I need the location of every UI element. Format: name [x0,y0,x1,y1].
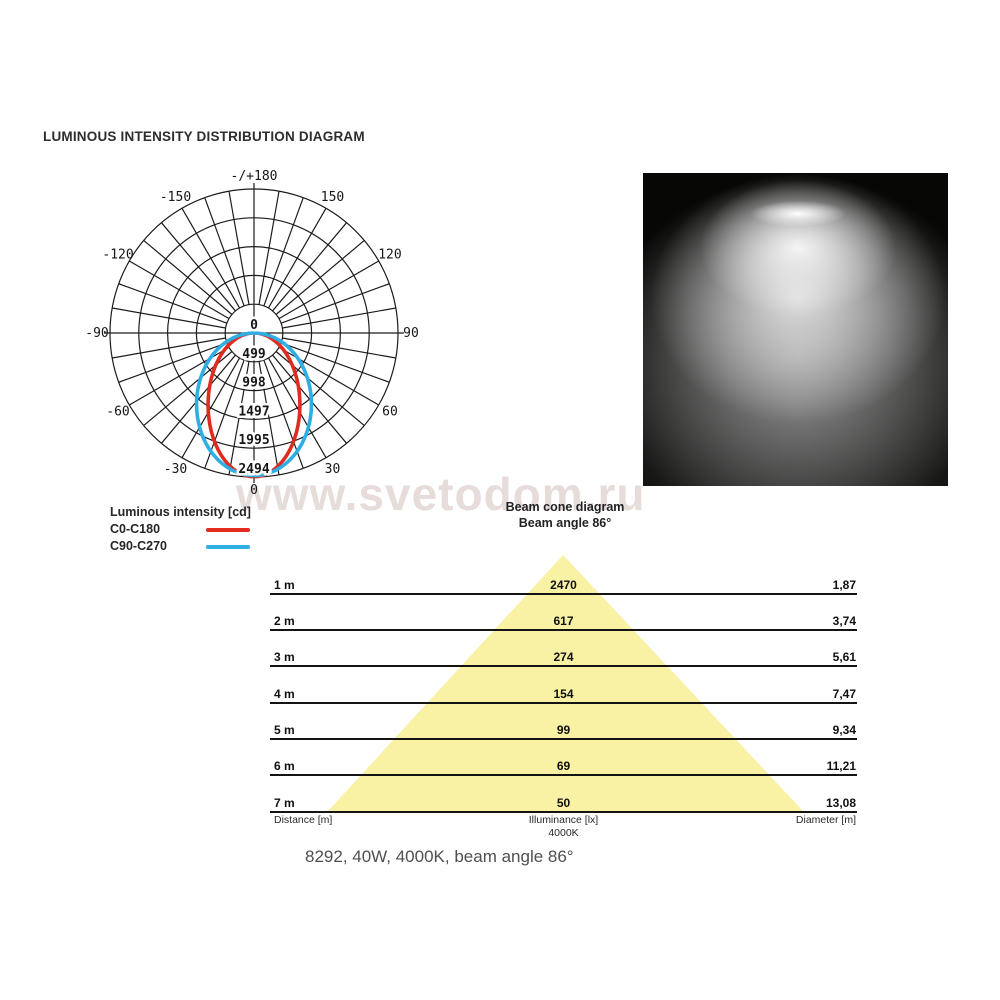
diameter-value: 13,08 [825,796,856,810]
svg-text:0: 0 [250,318,258,333]
polar-angle-label: -/+180 [231,169,278,184]
diameter-value: 5,61 [832,650,856,664]
product-caption: 8292, 40W, 4000K, beam angle 86° [305,847,574,866]
table-row: 3 m 274 5,61 [270,650,857,667]
polar-angle-label: 60 [382,405,398,420]
polar-angle-label: 90 [403,326,419,341]
legend-title: Luminous intensity [cd] [110,505,251,519]
watermark: www.svetodom.ru [236,468,646,520]
page-title: LUMINOUS INTENSITY DISTRIBUTION DIAGRAM [43,129,365,144]
svg-text:499: 499 [242,347,265,362]
polar-angle-label: 150 [321,190,344,205]
polar-angle-label: -60 [106,405,129,420]
distance-column-label: Distance [m] [274,814,333,826]
illuminance-value: 99 [556,723,571,737]
table-row: 4 m 154 7,47 [270,687,857,704]
red-line-swatch [206,527,250,532]
polar-angle-label: 120 [378,248,401,263]
distance-value: 4 m [274,687,295,701]
polar-angle-label: 0 [250,483,258,498]
polar-angle-label: -120 [102,248,133,263]
beam-cone-title: Beam cone diagram [505,500,625,514]
svg-text:1995: 1995 [238,433,269,448]
diameter-value: 11,21 [826,759,856,773]
distance-value: 6 m [274,759,295,773]
illuminance-value: 617 [553,614,574,628]
table-row: 1 m 2470 1,87 [270,578,857,595]
beam-cone-heading: Beam cone diagram Beam angle 86° [440,499,690,531]
distance-value: 2 m [274,614,295,628]
polar-angle-label: -90 [85,326,108,341]
polar-intensity-chart: 0 499 998 1497 1995 2494 -/+180 -150 150 -120 120 -… [85,169,419,498]
illuminance-value: 274 [553,650,574,664]
illuminance-value: 50 [556,796,571,810]
color-temperature-note: 4000K [548,827,579,839]
polar-angle-label: 30 [325,462,341,477]
polar-angle-label: -150 [160,190,191,205]
legend-item-c0-c180: C0-C180 [110,521,251,538]
table-row: 7 m 50 13,08 [270,796,857,813]
table-row: 6 m 69 11,21 [270,759,857,776]
svg-text:2494: 2494 [238,462,269,477]
illuminance-value: 2470 [550,578,577,592]
diameter-value: 1,87 [832,578,856,592]
distance-value: 3 m [274,650,295,664]
illuminance-column-label: Illuminance [lx] 4000K [528,814,599,839]
legend-label: C90-C270 [110,539,167,553]
illuminance-value: 154 [553,687,574,701]
legend-label: C0-C180 [110,522,161,536]
beam-photo [643,173,948,486]
blue-line-swatch [206,544,250,549]
polar-angle-label: -30 [164,462,187,477]
distance-value: 5 m [274,723,295,737]
distance-value: 1 m [274,578,295,592]
beam-angle-subtitle: Beam angle 86° [518,516,612,530]
diameter-value: 3,74 [832,614,856,628]
table-row: 2 m 617 3,74 [270,614,857,631]
polar-legend: Luminous intensity [cd] C0-C180 C90-C270 [110,504,251,555]
diameter-value: 7,47 [832,687,856,701]
diameter-column-label: Diameter [m] [795,814,856,826]
svg-text:1497: 1497 [238,404,269,419]
illuminance-value: 69 [556,759,571,773]
distance-value: 7 m [274,796,295,810]
legend-item-c90-c270: C90-C270 [110,538,251,555]
svg-text:998: 998 [242,376,266,391]
diameter-value: 9,34 [832,723,856,737]
table-row: 5 m 99 9,34 [270,723,857,740]
